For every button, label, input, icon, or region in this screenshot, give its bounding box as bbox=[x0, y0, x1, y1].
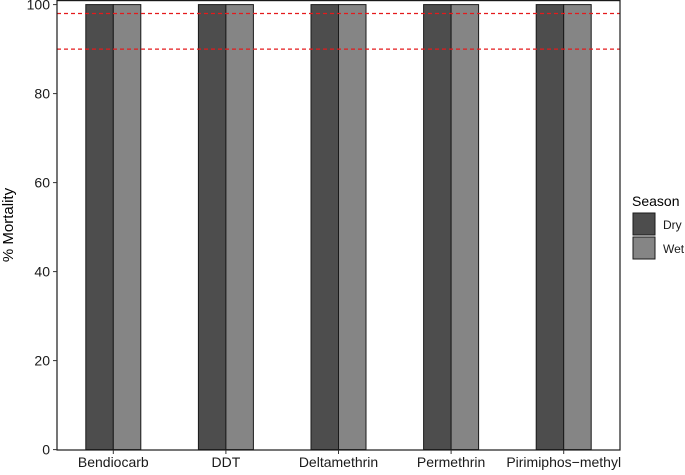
legend: Season Dry Wet bbox=[632, 193, 685, 260]
y-axis-label: % Mortality bbox=[0, 187, 17, 262]
bar-wet-4 bbox=[450, 4, 480, 451]
y-tick-label-100: 100 bbox=[27, 0, 51, 13]
legend-title: Season bbox=[632, 193, 679, 209]
y-axis: 0 20 40 60 80 100 bbox=[27, 0, 57, 458]
x-tick-label-2: DDT bbox=[212, 454, 241, 470]
bar-dry-2 bbox=[197, 4, 227, 451]
bar-wet-1 bbox=[112, 4, 142, 451]
legend-label-dry: Dry bbox=[663, 218, 682, 232]
x-axis: Bendiocarb DDT Deltamethrin Permethrin Pirim… bbox=[78, 450, 621, 470]
y-tick-label-80: 80 bbox=[34, 86, 50, 102]
legend-label-wet: Wet bbox=[663, 242, 685, 256]
bar-wet-2 bbox=[225, 4, 254, 451]
bars-group bbox=[85, 4, 592, 451]
reference-lines-group bbox=[57, 12, 620, 50]
x-tick-label-3: Deltamethrin bbox=[299, 454, 378, 470]
legend-key-wet bbox=[632, 236, 656, 260]
y-tick-label-0: 0 bbox=[42, 442, 50, 458]
bar-dry-3 bbox=[310, 4, 339, 451]
y-tick-label-20: 20 bbox=[34, 353, 50, 369]
y-tick-label-40: 40 bbox=[34, 264, 50, 280]
x-tick-label-4: Permethrin bbox=[417, 454, 485, 470]
y-tick-label-60: 60 bbox=[34, 175, 50, 191]
bar-dry-4 bbox=[423, 4, 452, 451]
x-tick-label-1: Bendiocarb bbox=[78, 454, 149, 470]
legend-key-dry bbox=[632, 212, 656, 236]
bar-dry-1 bbox=[85, 4, 114, 451]
bar-wet-5 bbox=[563, 4, 592, 451]
bar-wet-3 bbox=[338, 4, 367, 451]
bar-dry-5 bbox=[535, 4, 565, 451]
x-tick-label-5: Pirimiphos−methyl bbox=[506, 454, 621, 470]
